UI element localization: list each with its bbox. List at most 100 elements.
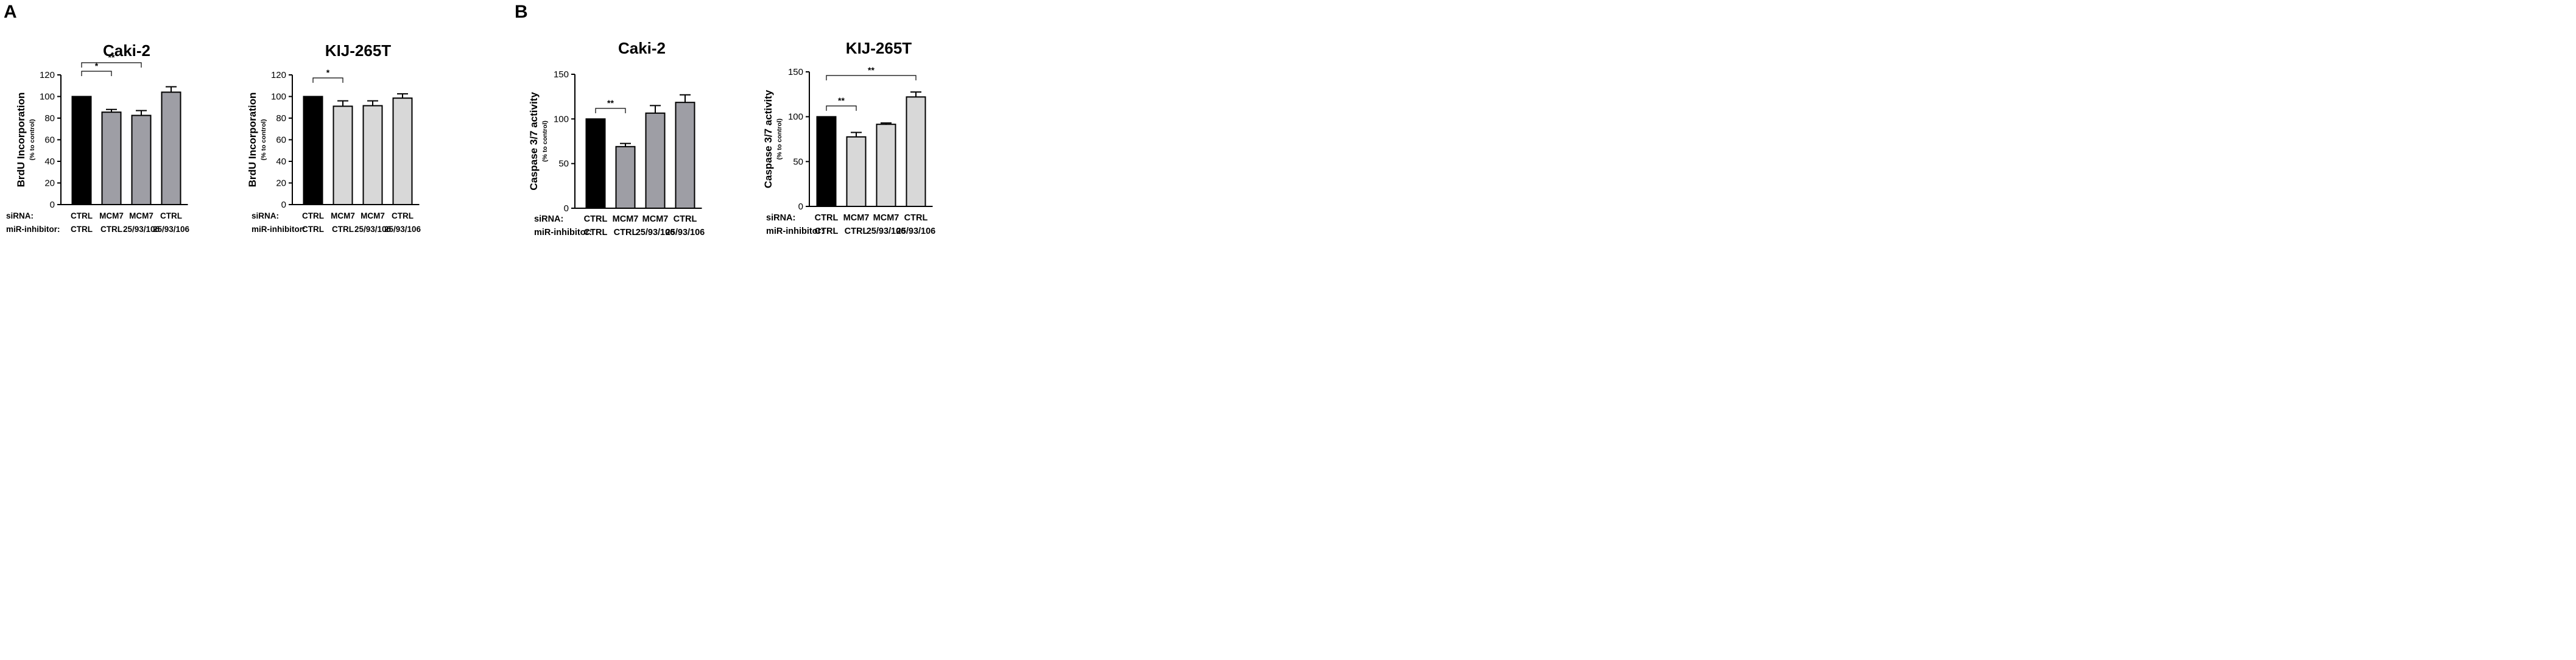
significance-label: * <box>95 61 99 71</box>
y-tick-label: 50 <box>558 159 569 169</box>
x-tick-label-inhibitor: CTRL <box>845 226 868 236</box>
y-axis-label: BrdU Incorporation <box>15 93 27 188</box>
y-axis-sublabel: (% to control) <box>541 121 549 162</box>
x-tick-label-inhibitor: 25/93/106 <box>123 225 160 234</box>
y-axis-sublabel: (% to control) <box>260 119 267 161</box>
chart-title: Caki-2 <box>103 41 150 60</box>
x-tick-label-inhibitor: 25/93/106 <box>354 225 392 234</box>
y-tick-label: 100 <box>40 92 55 102</box>
chart-title: KIJ-265T <box>846 39 912 57</box>
y-tick-label: 60 <box>276 135 286 146</box>
y-axis-label: Caspase 3/7 activity <box>762 90 774 188</box>
x-tick-label-sirna: CTRL <box>160 211 182 220</box>
y-tick-label: 100 <box>554 114 569 124</box>
bar <box>876 124 896 207</box>
x-tick-label-sirna: MCM7 <box>129 211 153 220</box>
y-tick-label: 60 <box>44 135 55 146</box>
significance-label: ** <box>108 52 115 62</box>
significance-bracket <box>595 108 626 113</box>
bar <box>71 96 92 205</box>
significance-label: * <box>326 68 330 77</box>
x-tick-label-sirna: MCM7 <box>361 211 385 220</box>
y-tick-label: 80 <box>276 113 286 124</box>
row-label-sirna: siRNA: <box>534 214 563 224</box>
bar <box>645 112 666 209</box>
panel-letter-a: A <box>4 2 17 22</box>
x-tick-label-inhibitor: 25/93/106 <box>384 225 421 234</box>
significance-label: ** <box>838 96 845 105</box>
x-tick-label-inhibitor: CTRL <box>614 228 638 237</box>
x-tick-label-sirna: CTRL <box>71 211 93 220</box>
significance-label: ** <box>868 65 875 75</box>
x-tick-label-sirna: CTRL <box>392 211 413 220</box>
significance-bracket <box>312 77 343 83</box>
x-tick-label-sirna: CTRL <box>674 214 697 224</box>
row-label-sirna: siRNA: <box>766 213 795 223</box>
bar <box>585 118 606 209</box>
chart-a-kij265t: KIJ-265T BrdU Incorporation (% to control)… <box>247 41 421 234</box>
bar <box>846 136 867 207</box>
x-tick-label-sirna: CTRL <box>584 214 608 224</box>
y-tick-label: 80 <box>44 113 55 124</box>
x-tick-label-inhibitor: CTRL <box>584 228 608 237</box>
y-axis-label: BrdU Incorporation <box>247 93 258 188</box>
x-tick-label-inhibitor: CTRL <box>302 225 324 234</box>
x-tick-label-inhibitor: CTRL <box>815 226 839 236</box>
bar <box>362 105 383 205</box>
x-tick-label-inhibitor: CTRL <box>100 225 122 234</box>
y-tick-label: 100 <box>271 92 286 102</box>
chart-title: KIJ-265T <box>325 41 391 60</box>
chart-b-caki2: Caki-2 Caspase 3/7 activity (% to control)… <box>528 39 705 237</box>
y-axis-label: Caspase 3/7 activity <box>528 92 540 191</box>
x-tick-label-inhibitor: CTRL <box>332 225 354 234</box>
x-tick-label-sirna: CTRL <box>904 213 928 223</box>
significance-bracket <box>826 105 857 111</box>
bar <box>333 105 353 205</box>
x-tick-label-sirna: CTRL <box>302 211 324 220</box>
row-label-inhibitor: miR-inhibitor: <box>6 225 60 234</box>
x-tick-label-inhibitor: 25/93/106 <box>867 226 906 236</box>
significance-bracket <box>81 71 112 76</box>
bar <box>101 111 122 205</box>
x-tick-label-sirna: MCM7 <box>99 211 124 220</box>
bar <box>131 114 152 205</box>
x-tick-label-sirna: CTRL <box>815 213 839 223</box>
x-tick-label-sirna: MCM7 <box>642 214 669 224</box>
y-tick-label: 0 <box>798 202 803 212</box>
bar <box>615 146 636 209</box>
chart-a-caki2: Caki-2 BrdU Incorporation (% to control) 0 2… <box>6 41 190 234</box>
bar <box>392 97 413 205</box>
chart-title: Caki-2 <box>618 39 666 57</box>
bar <box>906 96 926 207</box>
significance-label: ** <box>607 98 614 108</box>
y-tick-label: 150 <box>788 67 803 77</box>
y-tick-label: 0 <box>50 200 55 210</box>
x-tick-label-inhibitor: CTRL <box>71 225 93 234</box>
significance-bracket <box>81 62 142 68</box>
y-axis-sublabel: (% to control) <box>29 119 36 161</box>
significance-bracket <box>826 75 917 80</box>
x-tick-label-sirna: MCM7 <box>843 213 870 223</box>
y-tick-label: 40 <box>276 156 286 167</box>
figure: A B Caki-2 BrdU Incorporation (% to contro… <box>0 0 955 245</box>
x-tick-label-sirna: MCM7 <box>873 213 899 223</box>
y-tick-label: 0 <box>564 203 569 214</box>
y-tick-label: 40 <box>44 156 55 167</box>
y-tick-label: 50 <box>793 156 803 167</box>
x-tick-label-sirna: MCM7 <box>613 214 639 224</box>
row-label-sirna: siRNA: <box>252 211 279 220</box>
y-tick-label: 120 <box>40 70 55 80</box>
x-tick-label-inhibitor: 25/93/106 <box>636 228 675 237</box>
x-tick-label-inhibitor: 25/93/106 <box>896 226 936 236</box>
row-label-sirna: siRNA: <box>6 211 33 220</box>
y-tick-label: 150 <box>554 69 569 80</box>
x-tick-label-inhibitor: 25/93/106 <box>153 225 190 234</box>
bar <box>816 116 837 207</box>
y-tick-label: 20 <box>276 178 286 189</box>
y-tick-label: 20 <box>44 178 55 189</box>
y-tick-label: 100 <box>788 112 803 122</box>
y-tick-label: 120 <box>271 70 286 80</box>
x-tick-label-sirna: MCM7 <box>331 211 355 220</box>
bar <box>675 102 695 209</box>
panel-letter-b: B <box>515 2 528 22</box>
